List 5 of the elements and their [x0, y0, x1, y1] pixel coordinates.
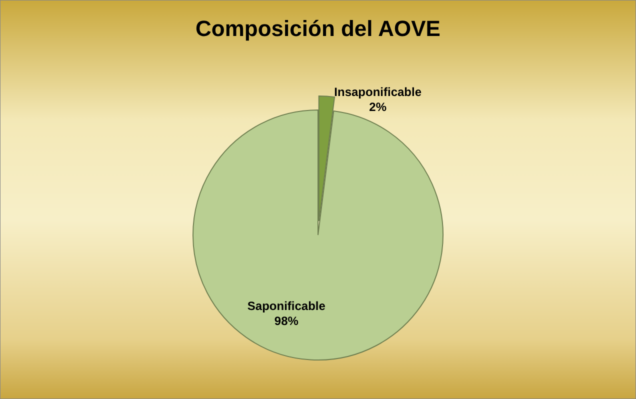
data-label: 2%	[369, 100, 387, 114]
slice-label: Insaponificable	[334, 85, 422, 100]
slice-label: Saponificable	[247, 298, 326, 313]
chart-title: Composición del AOVE	[196, 16, 440, 41]
data-label: 98%	[274, 314, 299, 328]
